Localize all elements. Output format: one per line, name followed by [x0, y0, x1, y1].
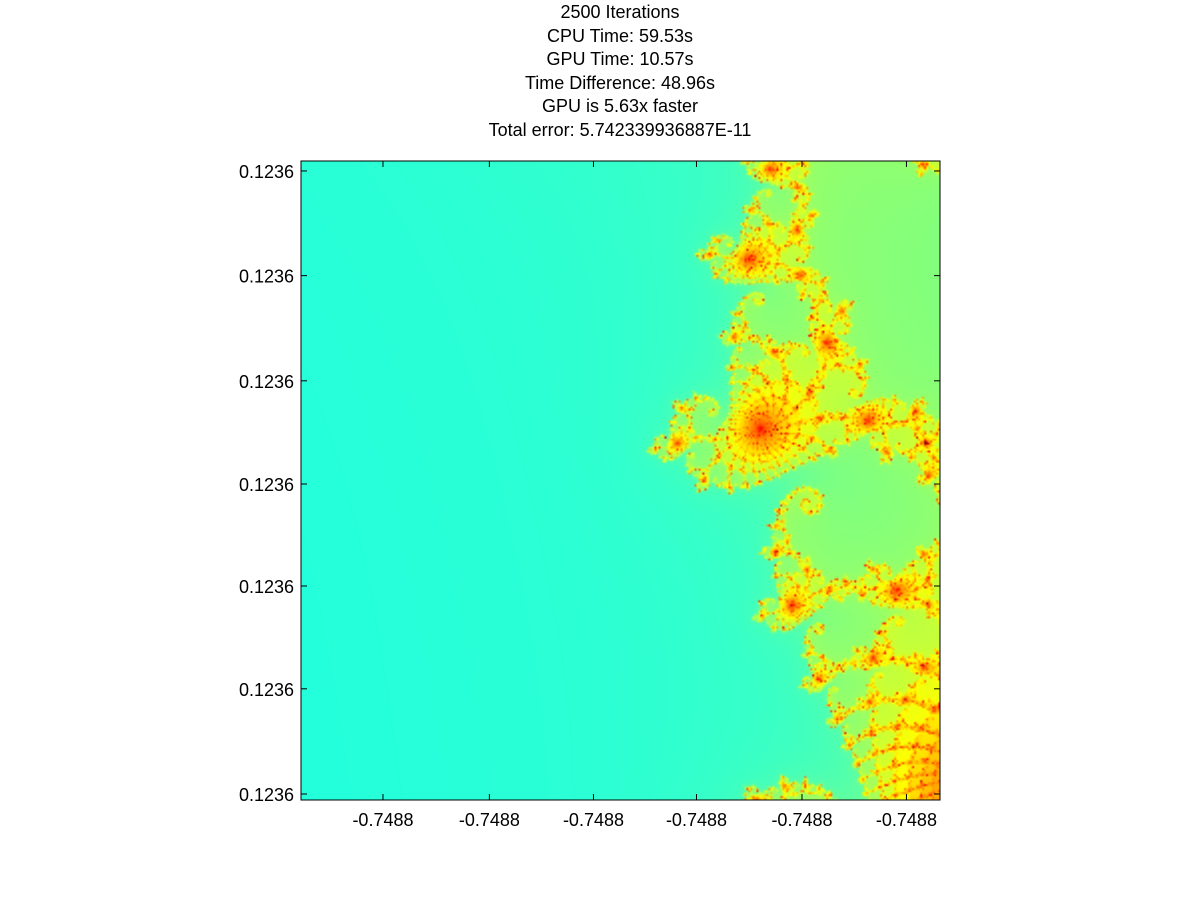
y-tick-label: 0.1236 — [239, 577, 294, 597]
title-line-speedup: GPU is 5.63x faster — [541, 96, 699, 117]
chart-title: 2500 Iterations CPU Time: 59.53s GPU Tim… — [300, 1, 940, 143]
x-tick-label: -0.7488 — [771, 810, 832, 830]
x-tick-label: -0.7488 — [459, 810, 520, 830]
x-tick-label: -0.7488 — [666, 810, 727, 830]
axes-box — [300, 160, 941, 801]
title-line-cpu-time: CPU Time: 59.53s — [546, 25, 694, 46]
title-line-iterations: 2500 Iterations — [560, 2, 680, 22]
x-tick-label: -0.7488 — [876, 810, 937, 830]
x-tick-label: -0.7488 — [563, 810, 624, 830]
title-line-gpu-time: GPU Time: 10.57s — [546, 49, 694, 70]
x-tick-label: -0.7488 — [352, 810, 413, 830]
y-tick-label: 0.1236 — [239, 785, 294, 805]
y-tick-label: 0.1236 — [239, 475, 294, 495]
title-line-total-error: Total error: 5.742339936887E-11 — [488, 119, 752, 140]
y-tick-label: 0.1236 — [239, 680, 294, 700]
fractal-image-frame — [301, 161, 940, 800]
title-line-time-difference: Time Difference: 48.96s — [524, 72, 716, 93]
x-axis: -0.7488 -0.7488 -0.7488 -0.7488 -0.7488 -0.74… — [352, 161, 937, 830]
y-axis: 0.1236 0.1236 0.1236 0.1236 0.1236 0.1236 0.12… — [239, 162, 940, 805]
y-tick-label: 0.1236 — [239, 267, 294, 287]
mandelbrot-heatmap — [301, 161, 940, 800]
y-tick-label: 0.1236 — [239, 372, 294, 392]
y-tick-label: 0.1236 — [239, 162, 294, 182]
